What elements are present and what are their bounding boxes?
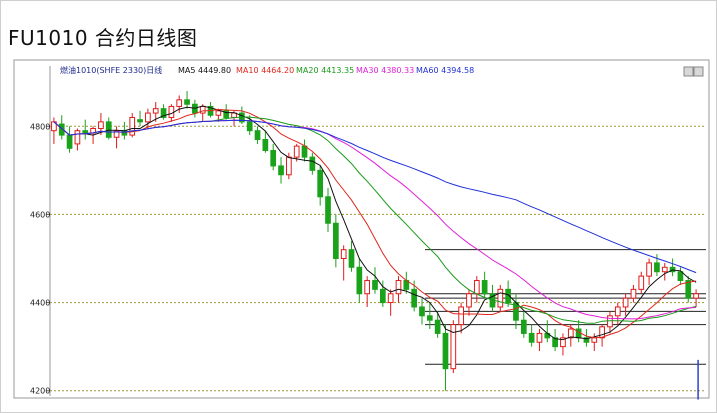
candle-body: [98, 121, 104, 129]
candle-body: [223, 110, 230, 118]
candle-body: [82, 130, 89, 134]
ma-line: [53, 108, 697, 339]
candle-body: [184, 99, 190, 105]
candle-body: [356, 266, 363, 295]
candle-body: [176, 99, 183, 107]
candle-body: [293, 145, 300, 158]
candle-body: [591, 337, 598, 343]
candle-body: [301, 145, 308, 158]
candle-body: [121, 130, 128, 136]
y-tick-label: 4800: [30, 122, 50, 131]
candle-body: [622, 297, 629, 308]
y-tick-label: 4200: [30, 387, 50, 396]
candle-body: [560, 337, 566, 348]
candle-body: [340, 249, 347, 259]
candle-body: [685, 280, 692, 299]
candle-body: [520, 319, 527, 334]
instrument-label: 燃油1010(SHFE 2330)日线: [60, 65, 162, 75]
candle-body: [215, 110, 222, 116]
candle-body: [567, 328, 574, 339]
candle-body: [325, 196, 331, 224]
candle-body: [630, 288, 637, 299]
ma-legend-item: MA10 4464.20: [236, 66, 294, 75]
y-tick-label: 4600: [30, 210, 50, 219]
candle-body: [473, 280, 480, 295]
candle-body: [395, 280, 402, 295]
candle-body: [411, 288, 418, 308]
candle-body: [145, 112, 151, 123]
candle-body: [105, 121, 112, 138]
candle-body: [528, 332, 535, 343]
candle-body: [364, 280, 371, 295]
ma-line: [53, 119, 697, 274]
candle-body: [332, 222, 339, 259]
candle-body: [466, 293, 472, 308]
candles: [51, 91, 699, 400]
candle-body: [552, 337, 558, 348]
scroll-left-button[interactable]: [683, 66, 694, 77]
candle-body: [262, 138, 269, 152]
candle-body: [419, 306, 425, 317]
candle-body: [497, 288, 504, 308]
candle-body: [160, 108, 167, 118]
moving-average-lines: [53, 105, 697, 341]
candle-body: [638, 275, 645, 290]
candle-body: [58, 123, 65, 136]
candle-body: [372, 280, 378, 290]
candle-body: [481, 280, 488, 295]
ma-legend-item: MA60 4394.58: [416, 66, 474, 75]
candle-body: [199, 105, 206, 114]
plot-border: [13, 59, 710, 399]
candle-body: [309, 156, 316, 171]
candle-body: [152, 108, 159, 114]
candle-body: [614, 306, 621, 317]
candle-body: [654, 262, 660, 273]
candle-body: [661, 266, 668, 273]
candle-body: [246, 121, 253, 132]
ma-legend: MA5 4449.80 MA10 4464.20 MA20 4413.35 MA30 …: [178, 66, 474, 75]
candle-body: [270, 150, 277, 167]
ma-line: [53, 105, 697, 341]
candle-body: [387, 293, 394, 304]
candle-body: [426, 315, 433, 321]
candle-body: [458, 306, 464, 326]
y-tick-label: 4400: [30, 299, 50, 308]
candle-body: [129, 116, 136, 136]
candle-body: [168, 105, 175, 118]
candle-body: [505, 288, 511, 304]
candle-body: [286, 156, 292, 176]
candle-body: [693, 293, 699, 299]
candle-body: [583, 337, 590, 343]
candle-body: [646, 262, 652, 277]
candle-body: [442, 332, 449, 370]
candle-body: [450, 324, 457, 370]
candle-body: [137, 119, 143, 123]
candle-body: [66, 134, 73, 149]
ma-legend-item: MA5 4449.80: [178, 66, 231, 75]
candle-body: [677, 271, 684, 282]
ma-legend-item: MA30 4380.33: [356, 66, 414, 75]
y-axis: 4200 4400 4600 4800: [30, 66, 51, 396]
ma-legend-item: MA20 4413.35: [296, 66, 354, 75]
grid-lines: [50, 125, 706, 392]
candle-body: [599, 326, 605, 339]
candle-body: [51, 121, 57, 132]
candle-body: [379, 288, 386, 304]
candle-body: [434, 319, 441, 334]
page-title: FU1010 合约日线图: [8, 26, 198, 50]
scroll-right-button[interactable]: [693, 66, 704, 77]
candle-body: [348, 249, 355, 268]
candle-body: [74, 130, 81, 145]
candle-body: [317, 169, 324, 198]
candle-body: [254, 130, 261, 140]
horizontal-lines: [425, 249, 706, 365]
candle-body: [278, 165, 284, 176]
candle-body: [536, 332, 543, 343]
